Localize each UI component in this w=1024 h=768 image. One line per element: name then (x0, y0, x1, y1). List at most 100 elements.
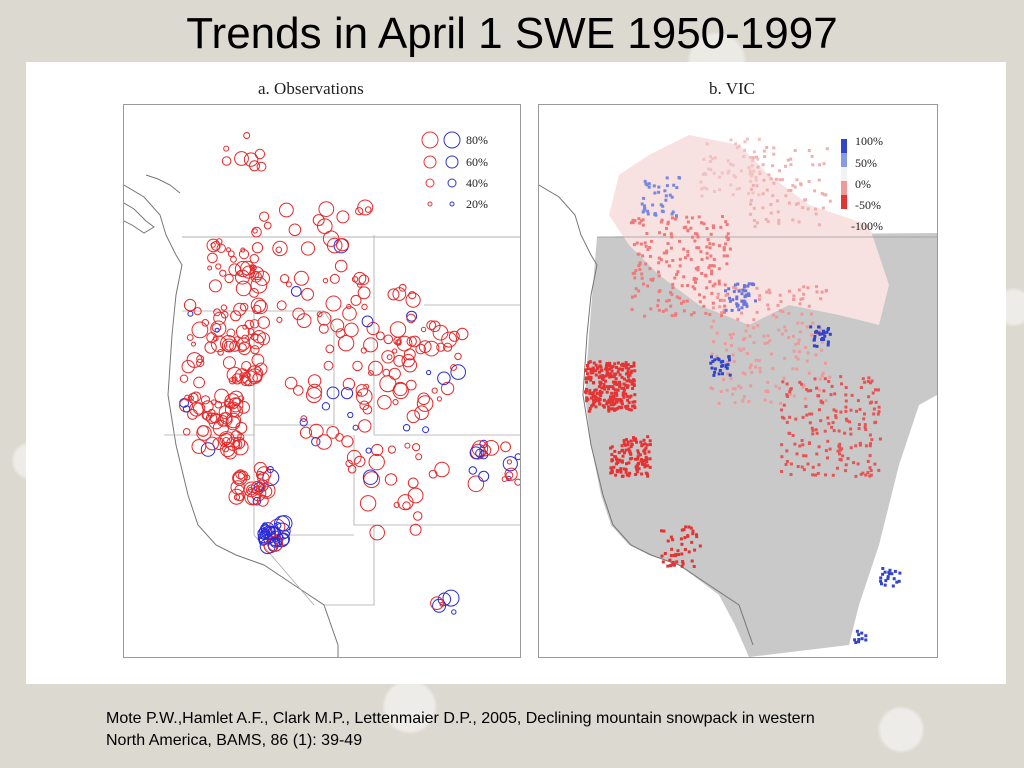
vic-grid-cell (869, 381, 873, 385)
vic-grid-cell (624, 405, 628, 409)
observation-station-circle (208, 279, 222, 293)
vic-grid-cell (585, 387, 588, 391)
observation-station-circle (250, 345, 260, 355)
vic-grid-cell (671, 286, 675, 290)
observation-station-circle (423, 340, 440, 357)
vic-grid-cell (793, 185, 797, 189)
observation-station-circle (224, 393, 241, 410)
vic-grid-cell (699, 250, 703, 254)
vic-grid-cell (868, 474, 872, 478)
vic-grid-cell (619, 468, 623, 472)
vic-grid-cell (698, 544, 702, 548)
vic-grid-cell (628, 457, 632, 461)
vic-map-plot: 100% 50% 0% -50% -100% (539, 134, 937, 657)
vic-grid-cell (747, 282, 751, 286)
vic-grid-cell (866, 471, 870, 475)
vic-grid-cell (641, 254, 645, 258)
vic-grid-cell (769, 177, 773, 181)
observation-station-circle (392, 382, 409, 400)
vic-grid-cell (642, 438, 646, 442)
vic-grid-cell (611, 386, 615, 390)
vic-grid-cell (649, 307, 653, 311)
observation-station-circle (408, 291, 417, 300)
vic-grid-cell (720, 364, 724, 368)
vic-grid-cell (614, 372, 618, 376)
vic-grid-cell (640, 272, 644, 276)
vic-grid-cell (749, 384, 753, 388)
vic-grid-cell (677, 553, 681, 556)
observation-station-circle (182, 405, 191, 413)
observation-station-circle (288, 223, 302, 237)
vic-grid-cell (860, 637, 864, 641)
vic-grid-cell (888, 568, 892, 572)
vic-grid-cell (704, 173, 708, 176)
vic-grid-cell (720, 171, 724, 175)
vic-grid-cell (636, 449, 640, 453)
vic-grid-cell (615, 366, 618, 369)
vic-grid-cell (794, 342, 798, 346)
vic-grid-cell (637, 252, 641, 256)
vic-grid-cell (776, 210, 780, 214)
vic-grid-cell (638, 221, 642, 225)
observation-station-circle (307, 374, 322, 388)
observation-station-circle (251, 226, 262, 238)
observation-station-circle (342, 306, 357, 321)
vic-grid-cell (788, 392, 792, 396)
vic-grid-cell (744, 302, 748, 306)
vic-grid-cell (611, 398, 615, 402)
vic-grid-cell (641, 210, 645, 214)
vic-grid-cell (692, 565, 696, 568)
vic-grid-cell (605, 372, 609, 376)
vic-grid-cell (731, 392, 735, 396)
vic-grid-cell (877, 410, 881, 414)
vic-grid-cell (669, 246, 673, 250)
observation-station-circle (253, 461, 268, 476)
vic-grid-cell (827, 380, 831, 383)
vic-grid-cell (886, 575, 890, 579)
observation-station-circle (450, 364, 467, 380)
vic-grid-cell (695, 246, 699, 250)
vic-grid-cell (728, 299, 732, 303)
vic-grid-cell (864, 473, 868, 477)
vic-grid-cell (868, 444, 872, 448)
vic-grid-cell (724, 289, 727, 293)
vic-grid-cell (695, 232, 699, 236)
observation-station-circle (224, 401, 241, 418)
vic-grid-cell (802, 468, 806, 472)
vic-grid-cell (678, 264, 682, 268)
vic-grid-cell (711, 157, 714, 161)
observation-station-circle (250, 297, 267, 314)
observation-station-circle (226, 328, 236, 338)
vic-grid-cell (684, 525, 688, 529)
vic-grid-cell (821, 371, 825, 375)
observation-station-circle (514, 453, 520, 461)
vic-grid-cell (799, 297, 803, 301)
vic-grid-cell (780, 455, 784, 459)
vic-grid-cell (792, 298, 796, 301)
vic-grid-cell (645, 460, 649, 464)
vic-grid-cell (600, 386, 604, 390)
vic-grid-cell (776, 303, 780, 307)
vic-grid-cell (601, 376, 604, 380)
vic-grid-cell (823, 377, 827, 381)
vic-grid-cell (735, 146, 739, 150)
vic-grid-cell (787, 431, 791, 435)
observation-station-circle (223, 145, 230, 152)
vic-grid-cell (828, 332, 832, 336)
legend-label-60: 60% (466, 155, 488, 169)
vic-grid-cell (680, 552, 684, 556)
observation-station-circle (220, 335, 237, 352)
observation-station-circle (504, 467, 518, 481)
vic-grid-cell (803, 198, 807, 202)
vic-grid-cell (598, 390, 602, 393)
colorbar-label-0: 0% (855, 177, 871, 191)
observation-station-circle (305, 387, 322, 404)
vic-grid-cell (689, 257, 693, 261)
vic-grid-cell (820, 374, 824, 378)
observation-station-circle (355, 384, 369, 397)
vic-grid-cell (711, 301, 715, 305)
vic-grid-cell (620, 368, 624, 372)
vic-grid-cell (817, 325, 821, 329)
vic-grid-cell (801, 297, 805, 301)
observation-station-circle (272, 240, 288, 257)
